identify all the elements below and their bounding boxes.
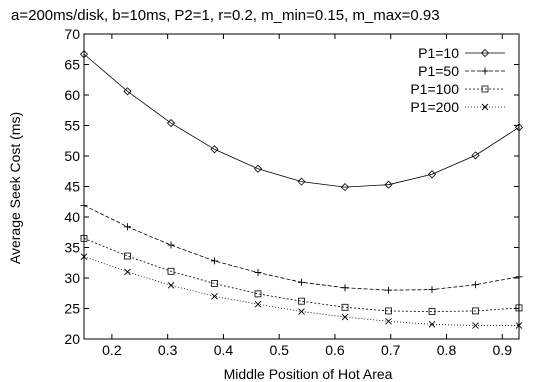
- series-p1-200-point: [167, 282, 175, 289]
- x-tick-label: 0.9: [493, 342, 513, 358]
- y-tick-label: 20: [64, 331, 80, 347]
- y-tick-label: 30: [64, 270, 80, 286]
- series-p1-10-point: [79, 50, 89, 59]
- series-p1-100-point: [385, 307, 392, 315]
- series-p1-50-point: [472, 281, 479, 289]
- series-p1-100-point: [472, 307, 479, 315]
- plot-frame: [83, 33, 520, 340]
- series-p1-50-point: [80, 201, 88, 209]
- legend-p1-10-marker: [480, 48, 490, 58]
- series-p1-100-point: [211, 280, 218, 287]
- series-p1-100-point: [341, 303, 349, 311]
- y-tick-label: 45: [64, 179, 80, 195]
- series-p1-10-point: [123, 87, 132, 96]
- y-tick-label: 65: [64, 57, 80, 73]
- series-p1-50-point: [341, 284, 349, 292]
- series-p1-200-point: [211, 292, 218, 300]
- series-p1-50-point: [515, 273, 523, 281]
- series-p1-100-point: [428, 308, 436, 315]
- series-p1-100-point: [124, 252, 131, 260]
- legend-p1-200-label: P1=200: [410, 99, 459, 115]
- legend-p1-50-label: P1=50: [418, 63, 459, 79]
- x-axis-label: Middle Position of Hot Area: [224, 366, 393, 382]
- series-p1-10-point: [297, 177, 306, 186]
- series-p1-100-point: [80, 234, 88, 242]
- series-p1-10-point: [340, 183, 350, 192]
- series-p1-100-point: [515, 304, 523, 312]
- x-tick-label: 0.7: [381, 342, 401, 358]
- y-tick-label: 60: [64, 87, 80, 103]
- x-tick-label: 0.2: [102, 342, 122, 358]
- legend-p1-100-label: P1=100: [410, 81, 459, 97]
- series-p1-200-point: [428, 321, 436, 328]
- legend-p1-10-label: P1=10: [418, 45, 459, 61]
- series-p1-10-point: [427, 170, 437, 179]
- series-p1-200-point: [515, 322, 523, 329]
- series-p1-200-point: [298, 308, 305, 315]
- series-p1-50-point: [385, 286, 392, 294]
- series-p1-10-line: [83, 53, 520, 188]
- series-p1-50-point: [124, 223, 131, 231]
- chart-title: a=200ms/disk, b=10ms, P2=1, r=0.2, m_min…: [11, 7, 440, 24]
- series-p1-200-point: [254, 300, 262, 308]
- series-p1-200-point: [124, 268, 131, 276]
- series-p1-10-point: [253, 164, 263, 173]
- series-p1-50-point: [254, 269, 262, 277]
- series-p1-50-point: [211, 257, 218, 265]
- series-p1-200-point: [341, 313, 349, 321]
- x-tick-label: 0.3: [158, 342, 178, 358]
- y-tick-label: 50: [64, 148, 80, 164]
- series-p1-200-point: [80, 253, 88, 260]
- series-p1-100-point: [254, 290, 262, 298]
- x-tick-label: 0.4: [214, 342, 234, 358]
- y-tick-label: 40: [64, 209, 80, 225]
- series-p1-200-point: [472, 322, 479, 329]
- y-tick-label: 25: [64, 301, 80, 317]
- series-p1-50-point: [428, 286, 436, 294]
- legend-p1-50-marker: [481, 67, 489, 75]
- series-p1-10-point: [471, 151, 480, 160]
- y-axis-label: Average Seek Cost (ms): [7, 112, 23, 264]
- series-p1-100-line: [83, 237, 520, 312]
- series-p1-10-point: [514, 123, 524, 132]
- x-tick-label: 0.6: [325, 342, 345, 358]
- legend-p1-100-marker: [481, 85, 489, 93]
- series-p1-200-line: [83, 256, 519, 326]
- x-tick-label: 0.8: [437, 342, 457, 358]
- x-tick-label: 0.5: [269, 342, 289, 358]
- series-p1-10-point: [384, 180, 393, 189]
- y-tick-label: 35: [64, 240, 80, 256]
- plot-area: 0.2 0.3 0.4 0.5 0.6 0.7 0.8 0.9 20 25 30 35 40 45 50 55…: [64, 26, 524, 358]
- series-p1-50-point: [167, 241, 175, 249]
- y-tick-label: 70: [64, 26, 80, 42]
- series-p1-100-point: [298, 297, 305, 305]
- series-p1-100-point: [167, 267, 175, 275]
- legend-p1-200-marker: [481, 103, 489, 111]
- y-tick-label: 55: [64, 118, 80, 134]
- series-p1-10-point: [210, 145, 219, 154]
- series-p1-50-point: [298, 278, 305, 286]
- series-p1-10-point: [166, 118, 176, 128]
- series-p1-200-point: [385, 317, 392, 325]
- series-p1-50-line: [83, 205, 520, 291]
